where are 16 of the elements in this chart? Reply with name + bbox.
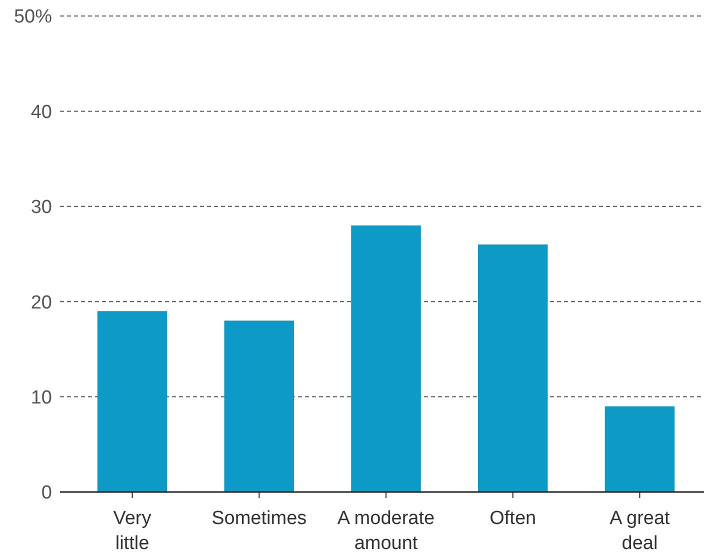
y-tick-label: 10 <box>30 387 52 408</box>
x-tick-label: A moderate amount <box>337 508 435 554</box>
y-tick-label: 50% <box>14 6 52 28</box>
x-tick-label: Often <box>490 508 536 529</box>
bar <box>604 406 675 492</box>
x-tick-label: Very little <box>113 508 152 554</box>
x-tick-label: A great deal <box>610 508 671 554</box>
y-tick-label: 20 <box>30 292 52 314</box>
bar <box>97 311 168 492</box>
y-tick-label: 40 <box>30 102 52 123</box>
y-tick-label: 30 <box>30 197 52 218</box>
bar <box>224 320 294 492</box>
bar <box>351 225 421 492</box>
bar <box>478 244 548 492</box>
y-tick-label: 0 <box>41 482 52 504</box>
x-tick-label: Sometimes <box>212 508 307 529</box>
